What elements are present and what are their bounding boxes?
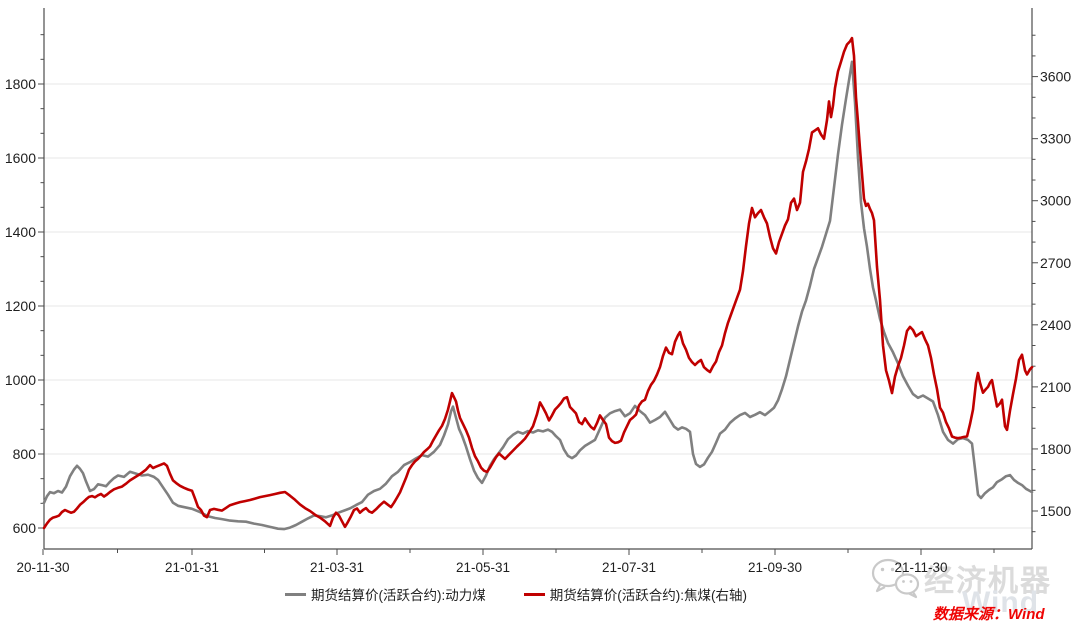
- series-coking-line: [42, 36, 1034, 530]
- x-axis-tick-label: 21-01-31: [165, 560, 219, 575]
- x-axis-tick-label: 21-03-31: [310, 560, 364, 575]
- x-axis-tick-label: 21-11-30: [894, 560, 947, 575]
- right-axis-tick-label: 2100: [1040, 379, 1071, 395]
- legend-item-thermal-coal: 期货结算价(活跃合约):动力煤: [285, 584, 486, 604]
- right-axis-tick-label: 2400: [1040, 317, 1071, 333]
- left-axis-tick-label: 1000: [5, 372, 36, 388]
- wind-watermark: Wind: [962, 586, 1040, 619]
- left-axis-tick-label: 600: [13, 520, 37, 536]
- left-axis-tick-label: 1800: [5, 76, 36, 92]
- x-axis-tick-label: 21-05-31: [456, 560, 510, 575]
- right-axis-tick-label: 3300: [1040, 131, 1071, 147]
- legend-label-thermal-coal: 期货结算价(活跃合约):动力煤: [311, 588, 486, 603]
- left-axis-tick-label: 1600: [5, 150, 36, 166]
- right-axis-tick-label: 3000: [1040, 193, 1071, 209]
- legend-swatch-thermal-coal: [285, 592, 307, 596]
- right-axis-tick-label: 1500: [1040, 503, 1071, 519]
- left-axis-tick-label: 1200: [5, 298, 36, 314]
- brand-watermark: 经济机器: [866, 556, 1052, 600]
- legend-label-coking-coal: 期货结算价(活跃合约):焦煤(右轴): [549, 588, 747, 603]
- legend-item-coking-coal: 期货结算价(活跃合约):焦煤(右轴): [523, 584, 747, 604]
- x-axis-tick-label: 21-07-31: [602, 560, 656, 575]
- legend-swatch-coking-coal: [523, 592, 545, 596]
- series-thermal-line: [42, 60, 1034, 531]
- right-axis-tick-label: 3600: [1040, 69, 1071, 85]
- right-axis-tick-label: 1800: [1040, 441, 1071, 457]
- brand-watermark-text: 经济机器: [924, 565, 1052, 598]
- x-axis-tick-label: 21-09-30: [748, 560, 802, 575]
- left-axis-tick-label: 800: [13, 446, 37, 462]
- data-source-label: 数据来源：Wind: [933, 606, 1045, 623]
- wechat-icon: [871, 558, 920, 599]
- legend: 期货结算价(活跃合约):动力煤 期货结算价(活跃合约):焦煤(右轴): [285, 584, 747, 604]
- right-axis-tick-label: 2700: [1040, 255, 1071, 271]
- x-axis-tick-label: 20-11-30: [16, 560, 69, 575]
- left-axis-tick-label: 1400: [5, 224, 36, 240]
